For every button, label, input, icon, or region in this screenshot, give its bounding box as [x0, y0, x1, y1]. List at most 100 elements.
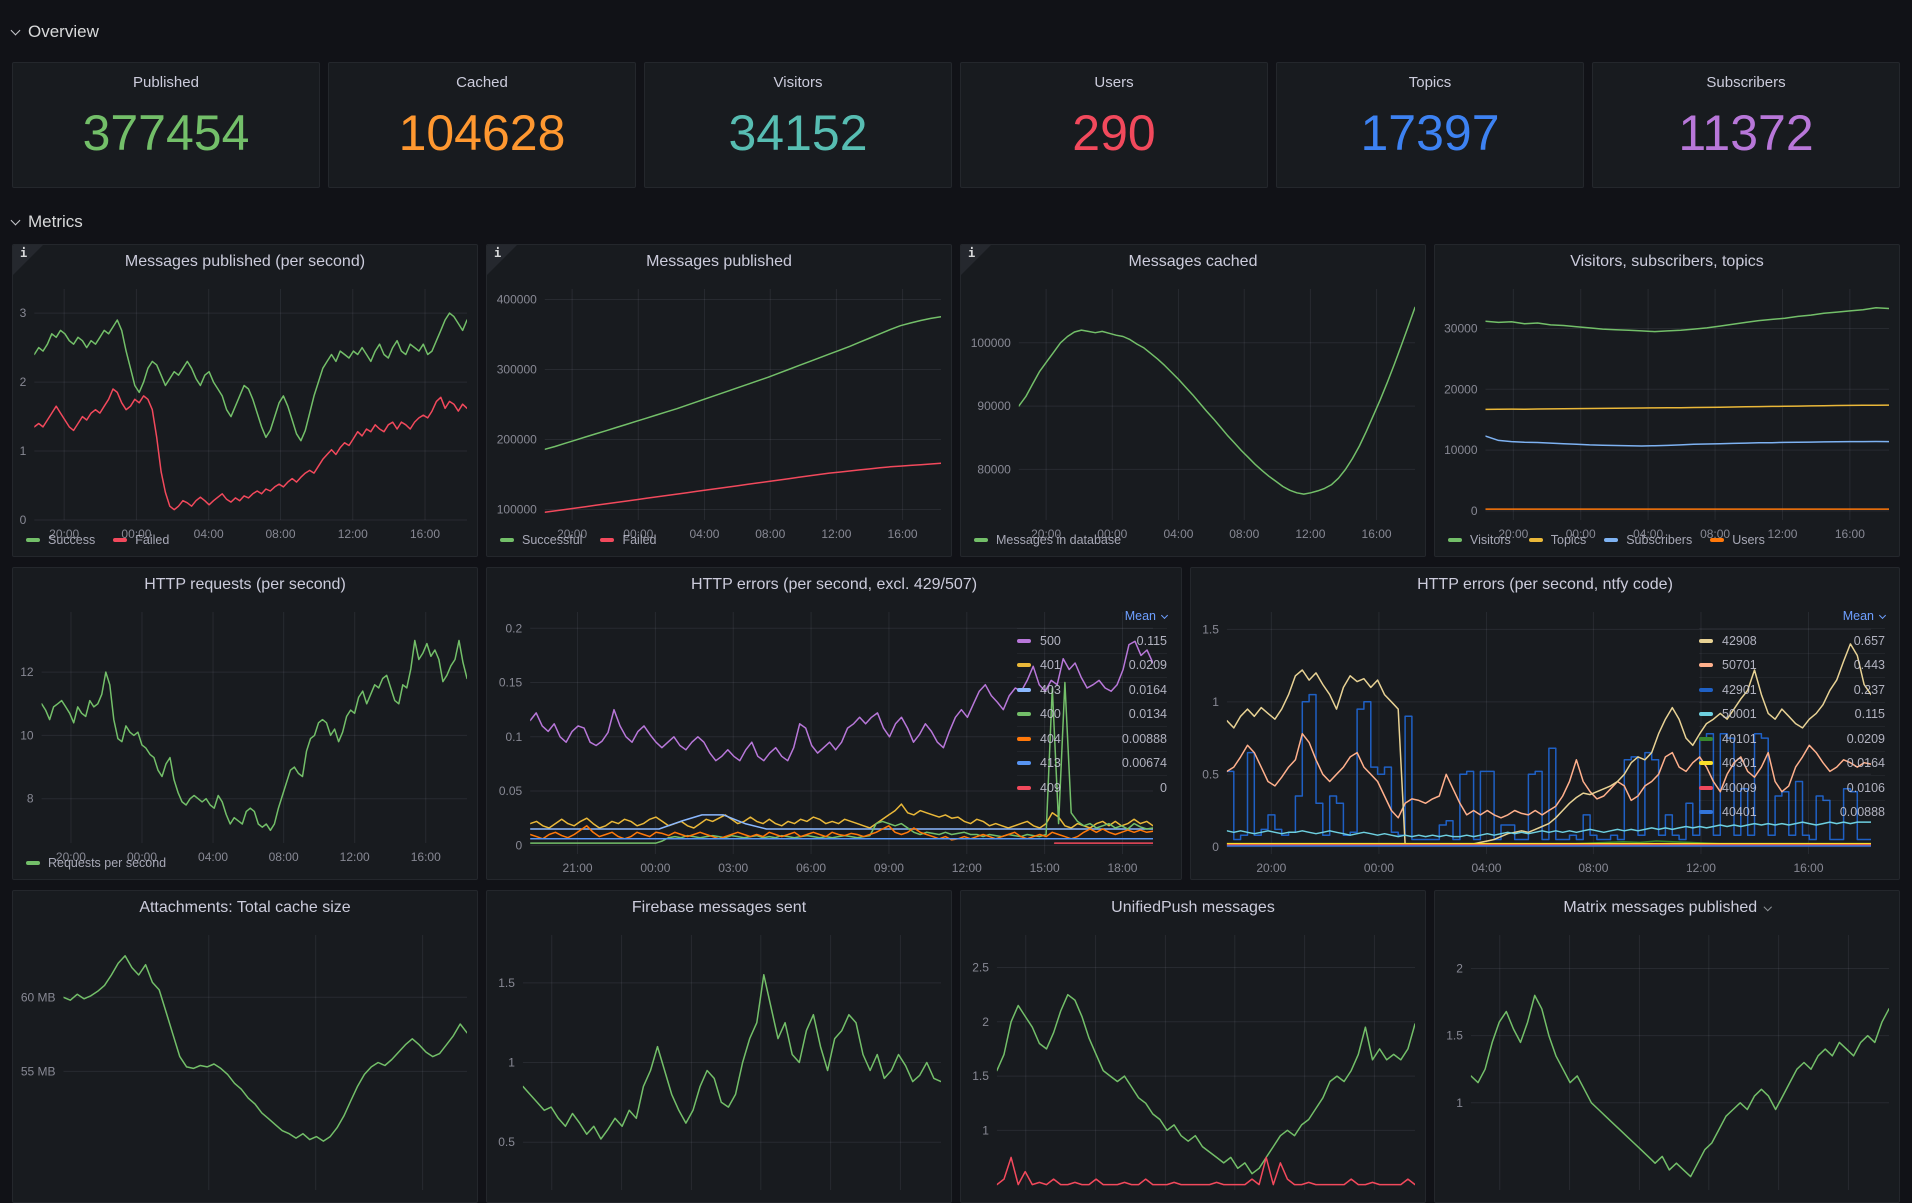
svg-text:12:00: 12:00 [1295, 527, 1325, 541]
chart-visitors-subscribers-topics[interactable]: 20:00 00:00 04:00 08:00 12:00 16:00 0 10000 2000… [1435, 279, 1899, 541]
info-icon[interactable]: i [13, 245, 43, 275]
chart-messages-cached[interactable]: 20:00 00:00 04:00 08:00 12:00 16:00 80000 90000… [961, 279, 1425, 541]
legend-item[interactable]: 42901 0.237 [1699, 677, 1885, 702]
series-color-swatch [1017, 736, 1031, 741]
svg-text:2: 2 [20, 375, 27, 389]
panel-title[interactable]: UnifiedPush messages [1111, 899, 1275, 916]
svg-text:0: 0 [20, 513, 27, 527]
panel-title[interactable]: Messages cached [1128, 253, 1258, 270]
legend-item[interactable]: 500 0.115 [1017, 628, 1167, 653]
chart-http-errors-ntfy[interactable]: 20:00 00:00 04:00 08:00 12:00 16:00 0 0.5 1 1.5 [1191, 602, 1871, 879]
series-color-swatch [600, 538, 615, 542]
info-icon[interactable]: i [961, 245, 991, 275]
legend-item[interactable]: Failed [600, 533, 657, 547]
legend-item[interactable]: Failed [113, 533, 169, 547]
stat-value: 290 [1072, 105, 1156, 161]
panel-title[interactable]: HTTP errors (per second, excl. 429/507) [690, 576, 978, 593]
series-color-swatch [1699, 712, 1713, 717]
legend-item[interactable]: Requests per second [26, 856, 166, 870]
svg-text:00:00: 00:00 [1566, 527, 1596, 541]
legend-mean-value: 0.00674 [1121, 756, 1167, 771]
legend-item[interactable]: 401 0.0209 [1017, 652, 1167, 678]
legend-mean-value: 0.657 [1853, 633, 1885, 648]
svg-text:60 MB: 60 MB [21, 990, 56, 1004]
chart-matrix-messages[interactable]: 1 1.5 2 [1435, 925, 1899, 1202]
series-color-swatch [26, 538, 40, 542]
svg-text:08:00: 08:00 [1700, 527, 1730, 541]
chevron-down-icon [1878, 611, 1887, 619]
legend-item[interactable]: 400 0.0134 [1017, 701, 1167, 727]
panel-title[interactable]: HTTP requests (per second) [144, 576, 346, 593]
legend-item[interactable]: 413 0.00674 [1017, 750, 1167, 776]
legend-item[interactable]: Users [1710, 533, 1765, 547]
legend-item[interactable]: Messages in database [974, 533, 1121, 547]
legend-item[interactable]: Visitors [1448, 533, 1511, 547]
legend-item[interactable]: 409 0 [1017, 775, 1167, 800]
legend-mean-sort-header[interactable]: Mean [1699, 604, 1887, 628]
svg-text:03:00: 03:00 [718, 861, 748, 875]
legend-item[interactable]: 404 0.00888 [1017, 726, 1167, 751]
legend-item[interactable]: 42908 0.657 [1699, 628, 1885, 653]
chart-firebase-messages[interactable]: 0.5 1 1.5 [487, 925, 951, 1202]
chart-http-requests[interactable]: 20:00 00:00 04:00 08:00 12:00 16:00 8 10 12 [13, 602, 477, 864]
series-color-swatch [1017, 785, 1031, 790]
legend-item[interactable]: Successful [500, 533, 582, 547]
panel-matrix-messages: Matrix messages published 1 1.5 2 [1434, 890, 1900, 1203]
section-header-metrics[interactable]: Metrics [10, 210, 1900, 234]
stat-title: Users [1094, 74, 1134, 91]
legend-item[interactable]: 50001 0.115 [1699, 701, 1885, 727]
stat-value: 34152 [728, 105, 868, 161]
panel-title[interactable]: Attachments: Total cache size [139, 899, 351, 916]
panel-title[interactable]: Matrix messages published [1435, 891, 1899, 925]
series-color-swatch [1017, 687, 1031, 692]
info-icon[interactable]: i [487, 245, 517, 275]
legend-item[interactable]: 40301 0.0164 [1699, 750, 1885, 776]
svg-text:1.5: 1.5 [972, 1069, 989, 1083]
legend-item[interactable]: Success [26, 533, 95, 547]
panel-title[interactable]: Messages published [646, 253, 792, 270]
stat-title: Topics [1408, 74, 1452, 91]
legend-item[interactable]: 40009 0.0106 [1699, 775, 1885, 800]
chevron-down-icon [10, 215, 21, 225]
legend-item[interactable]: Subscribers [1604, 533, 1692, 547]
svg-text:20:00: 20:00 [56, 850, 86, 864]
legend-item[interactable]: 50701 0.443 [1699, 652, 1885, 678]
svg-text:12:00: 12:00 [340, 850, 370, 864]
legend-item[interactable]: Topics [1528, 533, 1587, 547]
legend-item[interactable]: 40101 0.0209 [1699, 726, 1885, 751]
panel-title[interactable]: Messages published (per second) [124, 253, 366, 270]
legend-label: Topics [1550, 533, 1587, 547]
svg-text:0.05: 0.05 [499, 784, 523, 798]
chart-messages-published-total[interactable]: 20:00 00:00 04:00 08:00 12:00 16:00 100000 2000… [487, 279, 951, 541]
legend-item[interactable]: 403 0.0164 [1017, 677, 1167, 702]
series-color-swatch [1448, 538, 1462, 542]
svg-text:04:00: 04:00 [1163, 527, 1193, 541]
legend: Successful Failed [487, 531, 951, 556]
panel-title[interactable]: Visitors, subscribers, topics [1570, 253, 1764, 270]
stat-value: 377454 [82, 105, 250, 161]
svg-text:0.5: 0.5 [498, 1135, 515, 1149]
svg-text:04:00: 04:00 [194, 527, 224, 541]
legend-mean-sort-header[interactable]: Mean [1017, 604, 1169, 628]
legend: Visitors Topics Subscribers Users [1435, 531, 1899, 556]
svg-text:2: 2 [1456, 962, 1463, 976]
panel-title[interactable]: Firebase messages sent [631, 899, 807, 916]
chart-http-errors-excl[interactable]: 21:00 00:00 03:00 06:00 09:00 12:00 15:00 18:00… [487, 602, 1153, 879]
chart-attachments-cache-size[interactable]: 55 MB 60 MB [13, 925, 477, 1202]
panel-messages-published-rate: i Messages published (per second) 20:00 0… [12, 244, 478, 557]
svg-text:16:00: 16:00 [411, 850, 441, 864]
metrics-row-2: HTTP requests (per second) 20:00 00:00 04:… [12, 567, 1900, 880]
chart-unifiedpush-messages[interactable]: 1 1.5 2 2.5 [961, 925, 1425, 1202]
legend-mean-value: 0 [1160, 780, 1167, 795]
legend-item[interactable]: 40401 0.00888 [1699, 799, 1885, 825]
svg-text:00:00: 00:00 [623, 527, 653, 541]
legend-label: 409 [1040, 780, 1061, 795]
chart-messages-published-rate[interactable]: 20:00 00:00 04:00 08:00 12:00 16:00 0 1 2 3 [13, 279, 477, 541]
panel-title[interactable]: HTTP errors (per second, ntfy code) [1417, 576, 1673, 593]
section-header-overview[interactable]: Overview [10, 20, 1900, 44]
panel-visitors-subscribers-topics: Visitors, subscribers, topics 20:00 00:00… [1434, 244, 1900, 557]
legend-mean-value: 0.0134 [1128, 707, 1167, 722]
svg-text:30000: 30000 [1444, 322, 1478, 336]
series-color-swatch [1017, 761, 1031, 766]
legend-mean-label: Mean [1842, 609, 1874, 623]
